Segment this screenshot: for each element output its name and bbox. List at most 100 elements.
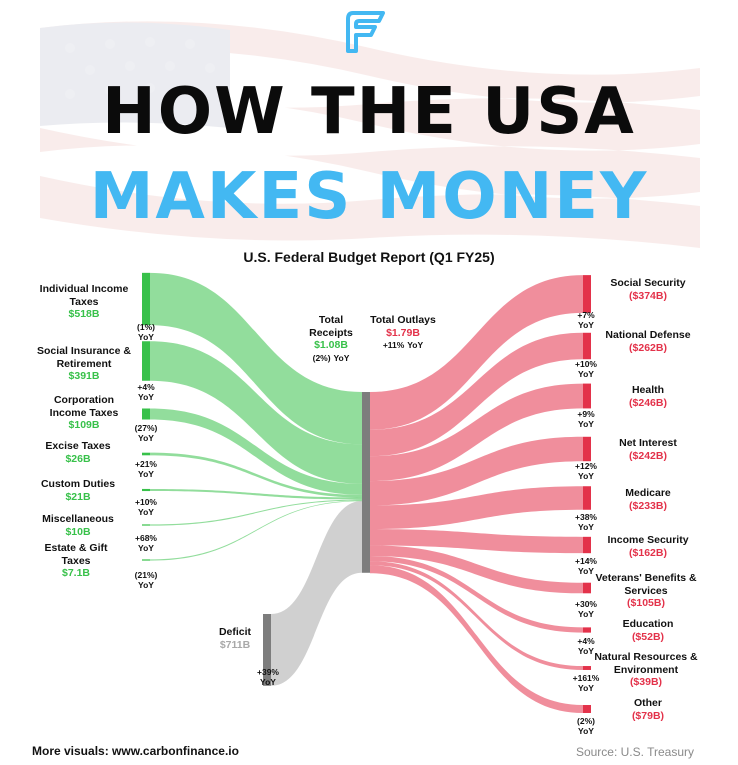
outlay-flow-6 xyxy=(370,545,583,594)
us-flag-background xyxy=(40,21,700,249)
yoy-label: YoY xyxy=(578,726,594,736)
receipt-name: Corporation Income Taxes xyxy=(49,394,119,419)
yoy-value: +10% xyxy=(135,497,157,507)
total-outlays-name: Total Outlays xyxy=(370,314,436,326)
outlay-name: Medicare xyxy=(625,487,671,499)
yoy-label: YoY xyxy=(333,352,350,363)
deficit-flow xyxy=(271,500,362,686)
outlay-value: ($79B) xyxy=(631,709,665,722)
outlay-name: Health xyxy=(631,384,665,396)
outlay-flow-5 xyxy=(370,529,583,554)
outlay-name: Education xyxy=(622,618,674,630)
yoy-value: +12% xyxy=(575,461,597,471)
receipt-label-corporation: Corporation Income Taxes $109B xyxy=(36,394,132,432)
outlay-flow-1 xyxy=(370,332,583,457)
yoy-label: YoY xyxy=(578,683,594,693)
deficit-value: $711B xyxy=(219,638,251,651)
outlay-node-9 xyxy=(583,705,591,713)
receipt-label-excise: Excise Taxes $26B xyxy=(28,440,128,465)
outlay-node-5 xyxy=(583,536,591,554)
yoy-label: YoY xyxy=(138,507,154,517)
outlay-value: ($233B) xyxy=(629,499,667,512)
outlay-label-other: Other ($79B) xyxy=(598,697,698,722)
receipt-node-1 xyxy=(142,341,150,381)
outlay-node-7 xyxy=(583,627,591,633)
total-receipts-label: Total Receipts $1.08B (2%) YoY xyxy=(298,314,364,364)
receipt-name: Miscellaneous xyxy=(42,513,114,525)
yoy-value: +30% xyxy=(575,599,597,609)
receipt-yoy-estate-gift: (21%) YoY xyxy=(124,570,168,590)
outlay-label-medicare: Medicare ($233B) xyxy=(598,487,698,512)
yoy-value: +7% xyxy=(577,310,595,320)
outlay-flow-0 xyxy=(370,275,583,430)
yoy-label: YoY xyxy=(138,580,154,590)
yoy-value: +38% xyxy=(575,512,597,522)
footer-credit: More visuals: www.carbonfinance.io xyxy=(32,744,239,758)
total-receipts-value: $1.08B xyxy=(314,339,348,351)
outlay-label-social-security: Social Security ($374B) xyxy=(598,277,698,302)
receipt-yoy-corporation: (27%) YoY xyxy=(124,423,168,443)
yoy-label: YoY xyxy=(138,433,154,443)
outlay-name: Income Security xyxy=(607,534,689,546)
receipt-label-miscellaneous: Miscellaneous $10B xyxy=(28,513,128,538)
outlay-node-6 xyxy=(583,582,591,594)
receipt-value: $10B xyxy=(65,525,91,538)
receipt-name: Estate & Gift Taxes xyxy=(44,542,108,567)
outlay-value: ($374B) xyxy=(629,289,667,302)
receipt-flow-5 xyxy=(150,499,362,526)
receipt-node-2 xyxy=(142,408,150,420)
receipt-node-6 xyxy=(142,559,150,561)
yoy-label: YoY xyxy=(578,320,594,330)
outlay-name: Net Interest xyxy=(619,437,677,449)
receipt-value: $7.1B xyxy=(61,567,91,579)
outlay-label-natural-resources: Natural Resources & Environment ($39B) xyxy=(590,651,702,689)
outlay-yoy-health: +9% YoY xyxy=(564,409,608,429)
yoy-label: YoY xyxy=(138,469,154,479)
deficit-label: Deficit $711B xyxy=(212,626,258,651)
receipt-flow-3 xyxy=(150,452,362,498)
chart-subtitle: U.S. Federal Budget Report (Q1 FY25) xyxy=(243,249,495,265)
receipt-value: $26B xyxy=(65,452,91,465)
receipt-yoy-excise: +21% YoY xyxy=(124,459,168,479)
outlay-flow-7 xyxy=(370,556,583,633)
deficit-name: Deficit xyxy=(218,626,252,638)
outlay-flow-9 xyxy=(370,565,583,713)
outlay-value: ($246B) xyxy=(629,396,667,409)
receipt-value: $391B xyxy=(68,370,100,382)
receipt-name: Custom Duties xyxy=(40,478,116,490)
receipt-name: Excise Taxes xyxy=(45,440,111,452)
yoy-value: +39% xyxy=(257,667,279,677)
yoy-value: +10% xyxy=(575,359,597,369)
total-outlays-yoy: +11% xyxy=(382,340,405,350)
receipt-label-estate-gift: Estate & Gift Taxes $7.1B xyxy=(42,542,110,580)
outlay-flow-3 xyxy=(370,436,583,506)
receipt-node-4 xyxy=(142,488,150,492)
yoy-value: +21% xyxy=(135,459,157,469)
total-outlays-value: $1.79B xyxy=(386,326,420,339)
outlay-value: ($105B) xyxy=(627,597,665,609)
carbon-finance-logo-icon xyxy=(346,11,385,53)
yoy-label: YoY xyxy=(578,522,594,532)
yoy-value: (1%) xyxy=(137,322,155,332)
yoy-value: +161% xyxy=(572,673,600,683)
yoy-label: YoY xyxy=(578,609,594,619)
receipt-node-3 xyxy=(142,452,150,456)
outlay-label-health: Health ($246B) xyxy=(598,384,698,409)
outlay-label-net-interest: Net Interest ($242B) xyxy=(598,437,698,462)
outlay-yoy-education: +4% YoY xyxy=(564,636,608,656)
receipt-label-social-insurance: Social Insurance & Retirement $391B xyxy=(28,345,140,383)
outlay-yoy-veterans: +30% YoY xyxy=(564,599,608,619)
deficit-node xyxy=(263,614,271,686)
yoy-value: (2%) xyxy=(577,716,595,726)
outlay-label-education: Education ($52B) xyxy=(598,618,698,643)
total-outlays-label: Total Outlays $1.79B +11% YoY xyxy=(370,314,436,352)
yoy-label: YoY xyxy=(578,471,594,481)
outlay-yoy-other: (2%) YoY xyxy=(564,716,608,736)
title-line-2: MAKES MONEY xyxy=(89,160,649,234)
outlay-value: ($242B) xyxy=(629,449,667,462)
yoy-label: YoY xyxy=(138,392,154,402)
outlay-node-0 xyxy=(583,275,591,313)
outlay-node-3 xyxy=(583,436,591,462)
receipt-flow-4 xyxy=(150,488,362,500)
outlay-node-4 xyxy=(583,486,591,510)
